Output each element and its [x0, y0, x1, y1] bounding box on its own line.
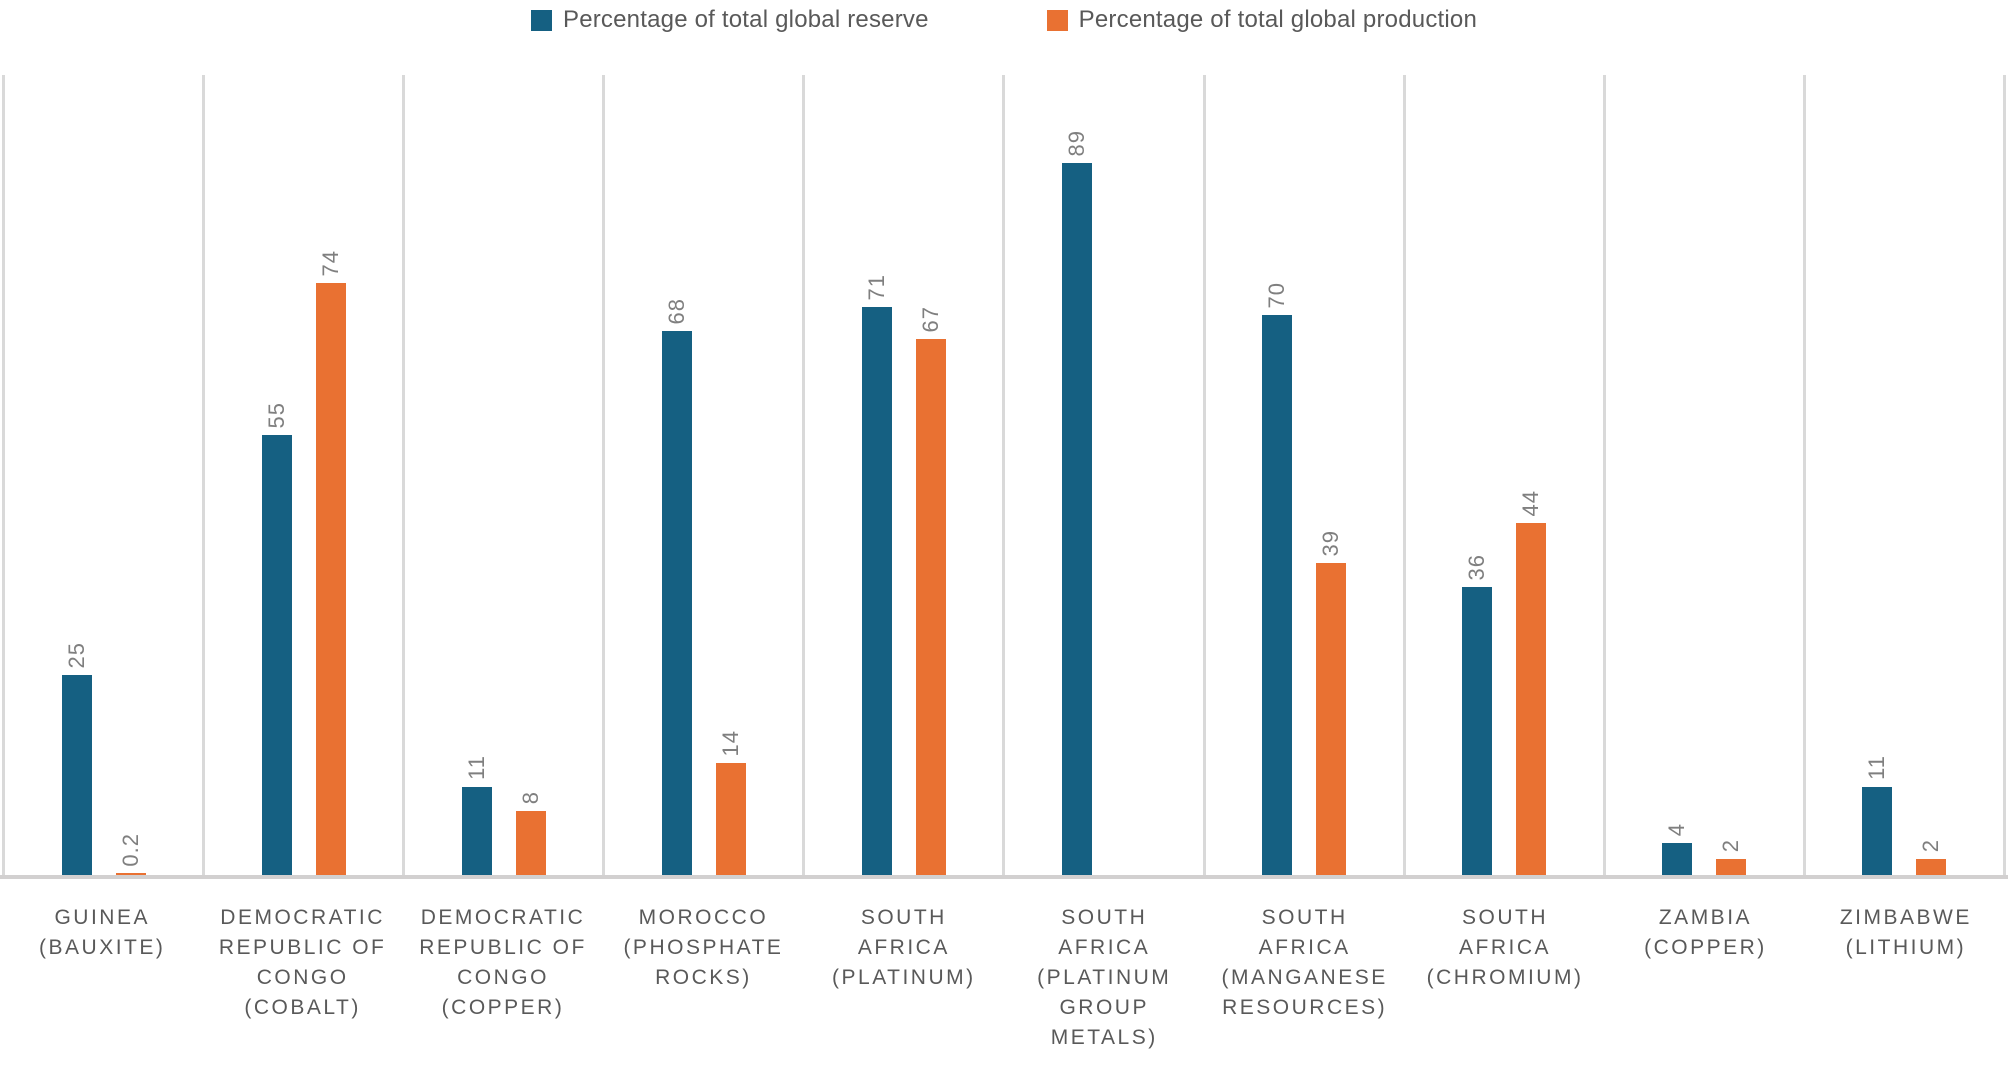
- x-axis-category-label: SOUTH AFRICA (PLATINUM GROUP METALS): [1037, 906, 1172, 1049]
- plot-area: 25 0.2 55 74 11 8 68 14 71 67 89 70 39 36 44 4 2 11 2: [2, 75, 2006, 875]
- legend-item-production: Percentage of total global production: [1046, 6, 1478, 34]
- bar-value-label: 4: [1664, 822, 1690, 836]
- x-axis-category-label: MOROCCO (PHOSPHATE ROCKS): [623, 906, 784, 989]
- bar-value-label: 2: [1718, 838, 1744, 852]
- x-axis-category-label: SOUTH AFRICA (CHROMIUM): [1426, 906, 1584, 989]
- bar-reserve: 71: [861, 274, 892, 875]
- bar-value-label: 8: [517, 790, 543, 804]
- bar-value-label: 71: [863, 273, 889, 300]
- bar-value-label: 14: [717, 729, 743, 756]
- x-axis-category-label: ZAMBIA (COPPER): [1644, 906, 1767, 959]
- bar-value-label: 74: [317, 249, 343, 276]
- bar-value-label: 2: [1918, 838, 1944, 852]
- bar-value-label: 89: [1064, 129, 1090, 156]
- category-column: 25 0.2: [2, 75, 202, 875]
- x-axis-category-label: SOUTH AFRICA (PLATINUM): [832, 906, 976, 989]
- bar-production: 2: [1716, 839, 1747, 875]
- legend-item-reserve: Percentage of total global reserve: [530, 6, 929, 34]
- x-axis-category-label: DEMOCRATIC REPUBLIC OF CONGO (COBALT): [218, 906, 387, 1019]
- bar-reserve: 68: [661, 298, 692, 875]
- category-column: 70 39: [1202, 75, 1403, 875]
- bar-production: 0.2: [115, 833, 146, 875]
- x-axis-category-label: SOUTH AFRICA (MANGANESE RESOURCES): [1221, 906, 1388, 1019]
- x-axis-category-label: DEMOCRATIC REPUBLIC OF CONGO (COPPER): [419, 906, 587, 1019]
- bar-production: 39: [1316, 530, 1347, 875]
- bar-value-label: 0.2: [117, 832, 143, 867]
- bar-reserve: 55: [261, 402, 292, 875]
- bar-production: 44: [1516, 490, 1547, 875]
- bar-value-label: 67: [917, 305, 943, 332]
- bar-production: 8: [515, 791, 546, 875]
- legend-label: Percentage of total global reserve: [562, 6, 929, 33]
- bar-reserve: 25: [61, 642, 92, 875]
- bar-reserve: 11: [461, 755, 492, 875]
- x-axis-labels: GUINEA (BAUXITE) DEMOCRATIC REPUBLIC OF C…: [2, 903, 2006, 1053]
- category-column: 11 2: [1802, 75, 2003, 875]
- bar-reserve: 89: [1062, 130, 1093, 875]
- bar-reserve: 70: [1262, 282, 1293, 875]
- bar-value-label: 44: [1518, 489, 1544, 516]
- bar-value-label: 70: [1264, 281, 1290, 308]
- category-column: 71 67: [802, 75, 1002, 875]
- x-axis-category-label: ZIMBABWE (LITHIUM): [1839, 906, 1972, 959]
- category-column: 11 8: [402, 75, 602, 875]
- bar-value-label: 11: [463, 755, 489, 780]
- bar-reserve: 4: [1662, 823, 1693, 875]
- legend-swatch-icon: [530, 9, 552, 31]
- category-column: 89: [1002, 75, 1202, 875]
- bar-value-label: 55: [263, 401, 289, 428]
- category-column: 68 14: [602, 75, 802, 875]
- category-column: 55 74: [202, 75, 402, 875]
- legend-swatch-icon: [1046, 9, 1068, 31]
- bar-value-label: 11: [1864, 755, 1890, 780]
- bar-production: 67: [915, 306, 946, 875]
- bar-reserve: 36: [1462, 554, 1493, 875]
- bar-production: 2: [1916, 839, 1947, 875]
- bar-production: 74: [315, 250, 346, 875]
- bar-value-label: 68: [663, 297, 689, 324]
- x-axis-line: [0, 875, 2008, 879]
- x-axis-category-label: GUINEA (BAUXITE): [39, 906, 166, 959]
- bar-reserve: 11: [1862, 755, 1893, 875]
- category-column: 36 44: [1402, 75, 1603, 875]
- legend-label: Percentage of total global production: [1078, 6, 1478, 33]
- bar-production: 14: [715, 730, 746, 875]
- chart-legend: Percentage of total global reserve Percen…: [0, 6, 2008, 34]
- bar-value-label: 25: [63, 641, 89, 668]
- bar-value-label: 39: [1318, 529, 1344, 556]
- bar-value-label: 36: [1464, 553, 1490, 580]
